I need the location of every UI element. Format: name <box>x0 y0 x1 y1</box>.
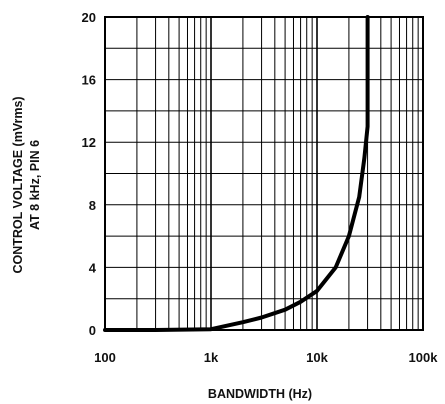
y-axis-label-line-1: CONTROL VOLTAGE (mVrms) <box>11 96 25 273</box>
x-tick-label: 10k <box>306 350 328 365</box>
grid <box>105 17 423 330</box>
y-tick-labels: 0 4 8 12 16 20 <box>82 10 97 338</box>
x-tick-label: 100 <box>94 350 116 365</box>
y-tick-label: 4 <box>89 260 97 275</box>
y-tick-label: 16 <box>82 73 96 88</box>
series-line <box>103 15 370 332</box>
x-axis-label: BANDWIDTH (Hz) <box>208 387 312 401</box>
y-tick-label: 20 <box>82 10 96 25</box>
y-tick-label: 8 <box>89 198 96 213</box>
x-tick-labels: 100 1k 10k 100k <box>94 350 438 365</box>
y-tick-label: 0 <box>89 323 96 338</box>
y-axis-label: CONTROL VOLTAGE (mVrms) AT 8 kHz, PIN 6 <box>11 96 42 273</box>
plot-frame <box>104 16 424 331</box>
y-tick-label: 12 <box>82 135 96 150</box>
x-tick-label: 1k <box>204 350 219 365</box>
y-axis-label-line-2: AT 8 kHz, PIN 6 <box>28 140 42 230</box>
x-tick-label: 100k <box>409 350 439 365</box>
